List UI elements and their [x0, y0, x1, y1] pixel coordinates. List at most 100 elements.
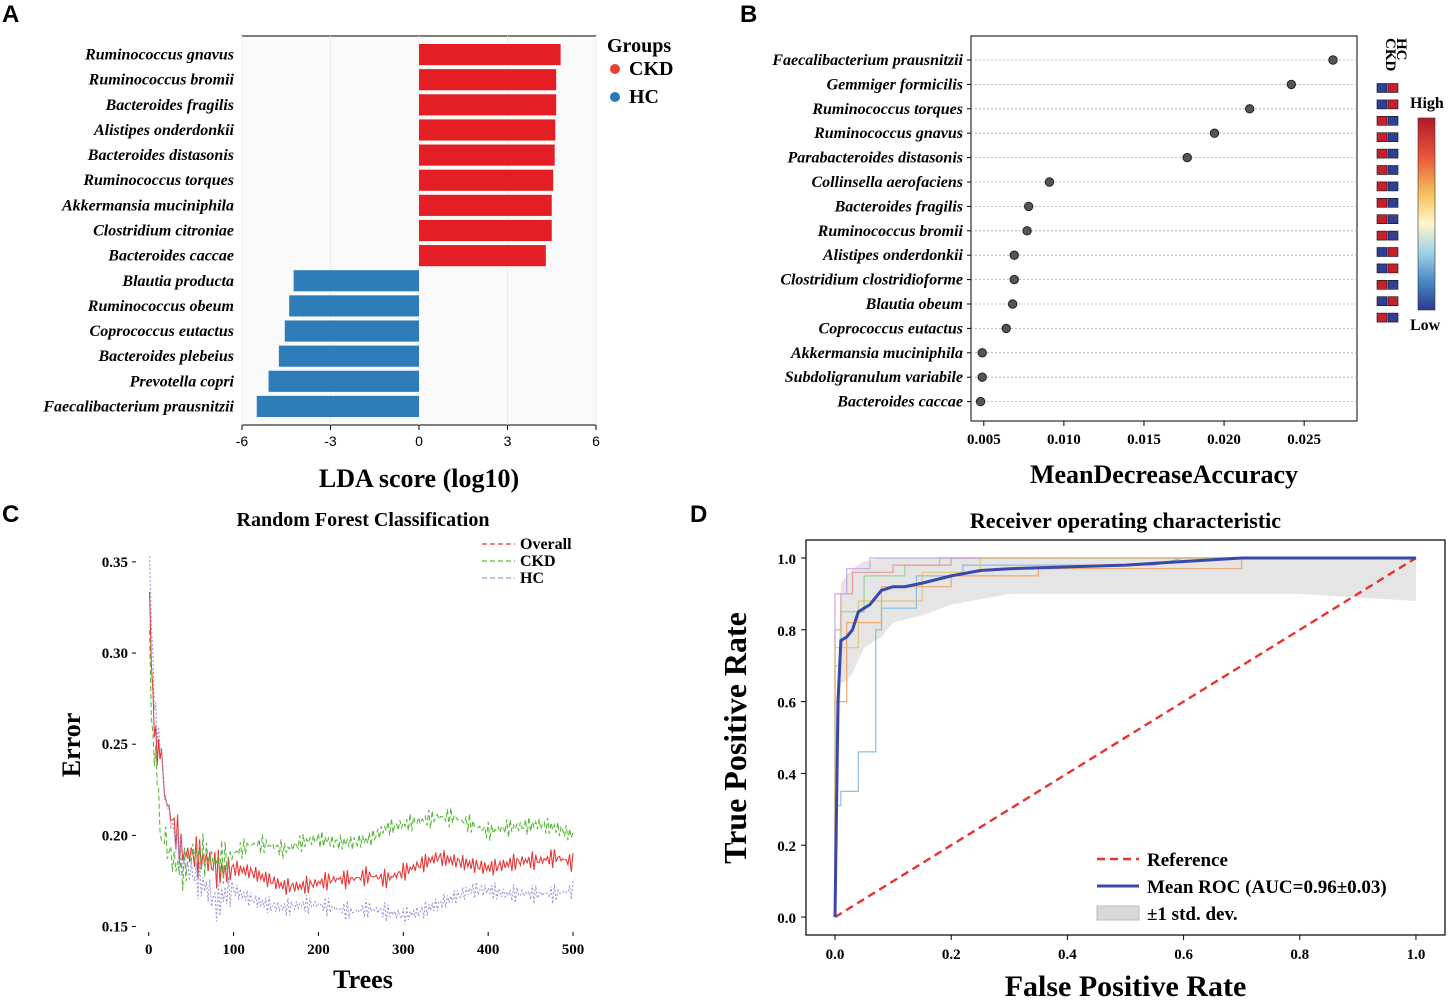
heat-cell-ckd-faecalibacterium-prausnitzii: [1376, 83, 1388, 93]
bar-label-coprococcus-eutactus: Coprococcus eutactus: [90, 323, 234, 340]
y-tick-label-d: 1.0: [777, 552, 796, 568]
y-tick-label-d: 0.6: [777, 696, 796, 712]
heat-cell-ckd-blautia-obeum: [1376, 247, 1388, 257]
legend-label-hc: HC: [629, 86, 659, 108]
bar-ruminococcus-bromii: [419, 69, 557, 91]
x-axis-title-b: MeanDecreaseAccuracy: [1030, 460, 1298, 489]
x-tick-label-d: 0.2: [942, 947, 961, 963]
legend-label-overall: Overall: [520, 536, 572, 553]
bar-label-akkermansia-muciniphila: Akkermansia muciniphila: [61, 197, 234, 214]
bar-bacteroides-caccae: [419, 245, 546, 267]
heat-cell-hc-akkermansia-muciniphila: [1387, 279, 1399, 290]
heat-cell-hc-alistipes-onderdonkii: [1387, 214, 1399, 224]
point-clostridium-clostridioforme: [1009, 274, 1019, 285]
x-tick-label-a: 6: [592, 433, 600, 449]
point-subdoligranulum-variabile: [977, 372, 987, 382]
x-tick-label-a: -6: [236, 433, 249, 449]
bar-akkermansia-muciniphila: [419, 194, 552, 216]
y-axis-title-d: True Positive Rate: [717, 612, 753, 864]
x-tick-label-c: 300: [392, 942, 415, 958]
x-tick-label-d: 0.0: [826, 947, 845, 963]
panel-letter-d: D: [690, 501, 707, 528]
point-collinsella-aerofaciens: [1044, 177, 1055, 187]
bar-ruminococcus-gnavus: [419, 44, 561, 66]
point-label-clostridium-clostridioforme: Clostridium clostridioforme: [780, 272, 963, 289]
point-label-ruminococcus-bromii: Ruminococcus bromii: [817, 223, 964, 240]
legend-marker-hc: [610, 92, 620, 102]
bar-label-ruminococcus-torques: Ruminococcus torques: [82, 172, 234, 189]
bar-label-ruminococcus-gnavus: Ruminococcus gnavus: [84, 47, 234, 64]
series-line-overall: [149, 591, 574, 895]
x-tick-label-b: 0.020: [1207, 432, 1241, 448]
bar-alistipes-onderdonkii: [419, 119, 556, 141]
color-scale-bar: [1417, 117, 1436, 311]
legend-label-hc: HC: [520, 570, 544, 587]
point-parabacteroides-distasonis: [1182, 152, 1192, 163]
x-tick-label-a: 0: [415, 433, 423, 449]
y-tick-label-c: 0.35: [102, 555, 128, 571]
heat-cell-hc-ruminococcus-gnavus: [1387, 132, 1399, 142]
panel-letter-b: B: [740, 1, 757, 28]
heat-cell-hc-faecalibacterium-prausnitzii: [1387, 83, 1399, 93]
y-tick-label-c: 0.20: [102, 828, 128, 844]
x-tick-label-b: 0.005: [967, 432, 1001, 448]
legend-label-ckd: CKD: [629, 58, 673, 80]
x-tick-label-b: 0.025: [1287, 432, 1321, 448]
series-line-hc: [149, 556, 574, 925]
point-gemmiger-formicilis: [1286, 79, 1297, 90]
legend-label-ckd: CKD: [520, 553, 556, 570]
bar-bacteroides-distasonis: [419, 144, 555, 166]
bar-label-clostridium-citroniae: Clostridium citroniae: [93, 223, 234, 240]
point-label-parabacteroides-distasonis: Parabacteroides distasonis: [786, 150, 963, 167]
panel-c-random-forest-chart: Random Forest Classification 0 100 200 300 40…: [57, 509, 584, 994]
heat-cell-hc-ruminococcus-bromii: [1387, 198, 1399, 208]
x-tick-label-d: 1.0: [1407, 947, 1426, 963]
point-label-ruminococcus-torques: Ruminococcus torques: [811, 101, 963, 118]
point-label-collinsella-aerofaciens: Collinsella aerofaciens: [811, 174, 963, 191]
panel-d-roc-chart: Receiver operating characteristic 0.0 0.2 0…: [717, 508, 1446, 1002]
x-tick-label-d: 0.4: [1058, 947, 1077, 963]
heat-cell-hc-coprococcus-eutactus: [1387, 263, 1399, 274]
point-alistipes-onderdonkii: [1009, 250, 1019, 260]
bar-bacteroides-plebeius: [278, 345, 419, 367]
point-ruminococcus-gnavus: [1209, 128, 1220, 138]
heat-cell-hc-clostridium-clostridioforme: [1387, 230, 1399, 241]
bar-faecalibacterium-prausnitzii: [256, 395, 419, 417]
point-label-gemmiger-formicilis: Gemmiger formicilis: [827, 76, 963, 93]
point-label-alistipes-onderdonkii: Alistipes onderdonkii: [822, 247, 964, 264]
heat-cell-hc-subdoligranulum-variabile: [1387, 296, 1399, 307]
heat-cell-hc-bacteroides-caccae: [1387, 312, 1399, 323]
heat-cell-hc-blautia-obeum: [1387, 247, 1399, 257]
heat-cell-ckd-collinsella-aerofaciens: [1376, 165, 1388, 175]
bar-label-bacteroides-distasonis: Bacteroides distasonis: [87, 147, 234, 164]
legend-label-reference: Reference: [1147, 850, 1228, 871]
heatmap-col-ckd: CKD: [1382, 38, 1398, 72]
bar-label-bacteroides-caccae: Bacteroides caccae: [107, 248, 234, 265]
bar-label-faecalibacterium-prausnitzii: Faecalibacterium prausnitzii: [42, 398, 234, 415]
bar-label-bacteroides-plebeius: Bacteroides plebeius: [97, 348, 234, 365]
heat-cell-ckd-coprococcus-eutactus: [1376, 263, 1388, 274]
bar-ruminococcus-obeum: [289, 295, 419, 317]
x-tick-label-a: -3: [324, 433, 337, 449]
heat-cell-ckd-ruminococcus-bromii: [1376, 198, 1388, 208]
panel-letter-c: C: [2, 501, 19, 528]
heat-cell-hc-gemmiger-formicilis: [1387, 99, 1399, 110]
point-label-blautia-obeum: Blautia obeum: [865, 296, 963, 313]
y-tick-label-c: 0.30: [102, 646, 128, 662]
legend-label-std-dev: ±1 std. dev.: [1147, 904, 1238, 925]
bar-label-blautia-producta: Blautia producta: [121, 273, 234, 290]
chart-title-c: Random Forest Classification: [237, 509, 490, 531]
y-tick-label-d: 0.8: [777, 624, 796, 640]
y-tick-label-d: 0.2: [777, 839, 796, 855]
heat-cell-ckd-subdoligranulum-variabile: [1376, 296, 1388, 307]
y-tick-label-c: 0.15: [102, 920, 128, 936]
point-akkermansia-muciniphila: [977, 348, 987, 358]
point-label-coprococcus-eutactus: Coprococcus eutactus: [819, 320, 963, 337]
x-tick-label-c: 400: [477, 942, 500, 958]
heat-cell-ckd-bacteroides-caccae: [1376, 312, 1388, 323]
bar-label-alistipes-onderdonkii: Alistipes onderdonkii: [93, 122, 235, 139]
fold-roc-line: [834, 557, 1416, 917]
mean-roc-line: [833, 556, 1416, 918]
bar-label-bacteroides-fragilis: Bacteroides fragilis: [105, 97, 234, 114]
heat-cell-ckd-parabacteroides-distasonis: [1376, 148, 1388, 159]
